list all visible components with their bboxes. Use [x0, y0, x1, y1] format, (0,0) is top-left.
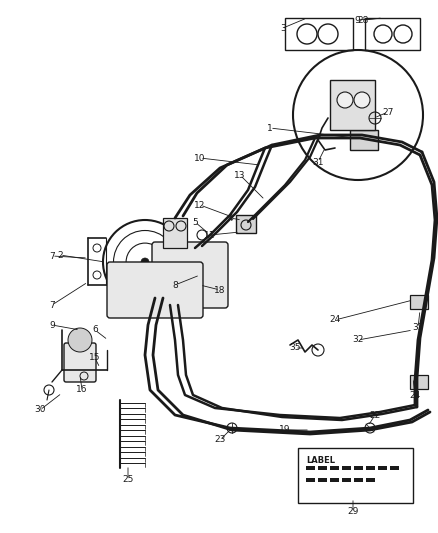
Bar	[389, 466, 398, 470]
Text: 4: 4	[227, 214, 232, 222]
Text: 9: 9	[353, 15, 359, 25]
Text: 11: 11	[204, 230, 215, 239]
Text: 19: 19	[279, 425, 290, 434]
Text: 6: 6	[92, 326, 98, 335]
Bar	[305, 466, 314, 470]
Bar	[349, 130, 377, 150]
Bar	[341, 466, 350, 470]
Text: 2: 2	[57, 251, 63, 260]
Text: 8: 8	[172, 280, 177, 289]
Bar	[297, 448, 412, 503]
Bar	[353, 466, 362, 470]
Text: 30: 30	[34, 406, 46, 415]
Text: 24: 24	[328, 316, 340, 325]
Text: 12: 12	[194, 200, 205, 209]
Text: 24: 24	[409, 391, 420, 400]
Text: 1: 1	[266, 124, 272, 133]
Bar	[364, 18, 419, 50]
Text: LABEL: LABEL	[305, 456, 334, 465]
Text: 25: 25	[122, 475, 134, 484]
Text: 9: 9	[49, 320, 55, 329]
FancyBboxPatch shape	[107, 262, 202, 318]
Bar	[236, 215, 255, 233]
Bar	[329, 80, 374, 130]
Text: 15: 15	[89, 353, 100, 362]
Text: 5: 5	[192, 217, 198, 227]
Bar	[305, 478, 314, 482]
Bar	[365, 478, 374, 482]
Text: 28: 28	[357, 15, 368, 25]
Bar	[162, 218, 187, 248]
Bar	[409, 295, 427, 309]
Text: 22: 22	[368, 410, 380, 419]
Circle shape	[353, 92, 369, 108]
Text: 33: 33	[411, 324, 423, 333]
Bar	[409, 375, 427, 389]
Text: 29: 29	[346, 507, 358, 516]
Circle shape	[336, 92, 352, 108]
FancyBboxPatch shape	[152, 242, 227, 308]
Text: 18: 18	[214, 286, 225, 295]
Bar	[341, 478, 350, 482]
Text: 31: 31	[311, 157, 323, 166]
Text: 10: 10	[194, 154, 205, 163]
Text: 13: 13	[234, 171, 245, 180]
Bar	[329, 466, 338, 470]
Bar	[353, 478, 362, 482]
Text: 23: 23	[214, 435, 225, 445]
Text: 7: 7	[49, 301, 55, 310]
Bar	[377, 466, 386, 470]
Bar	[329, 478, 338, 482]
Text: 3: 3	[279, 23, 285, 33]
Bar	[317, 478, 326, 482]
Bar	[284, 18, 352, 50]
FancyBboxPatch shape	[64, 343, 96, 382]
Circle shape	[68, 328, 92, 352]
Text: 7: 7	[49, 252, 55, 261]
Text: 27: 27	[381, 108, 393, 117]
Text: 32: 32	[352, 335, 363, 344]
Bar	[317, 466, 326, 470]
Text: 35: 35	[289, 343, 300, 352]
Text: 16: 16	[76, 385, 88, 394]
Bar	[365, 466, 374, 470]
Circle shape	[141, 258, 148, 266]
